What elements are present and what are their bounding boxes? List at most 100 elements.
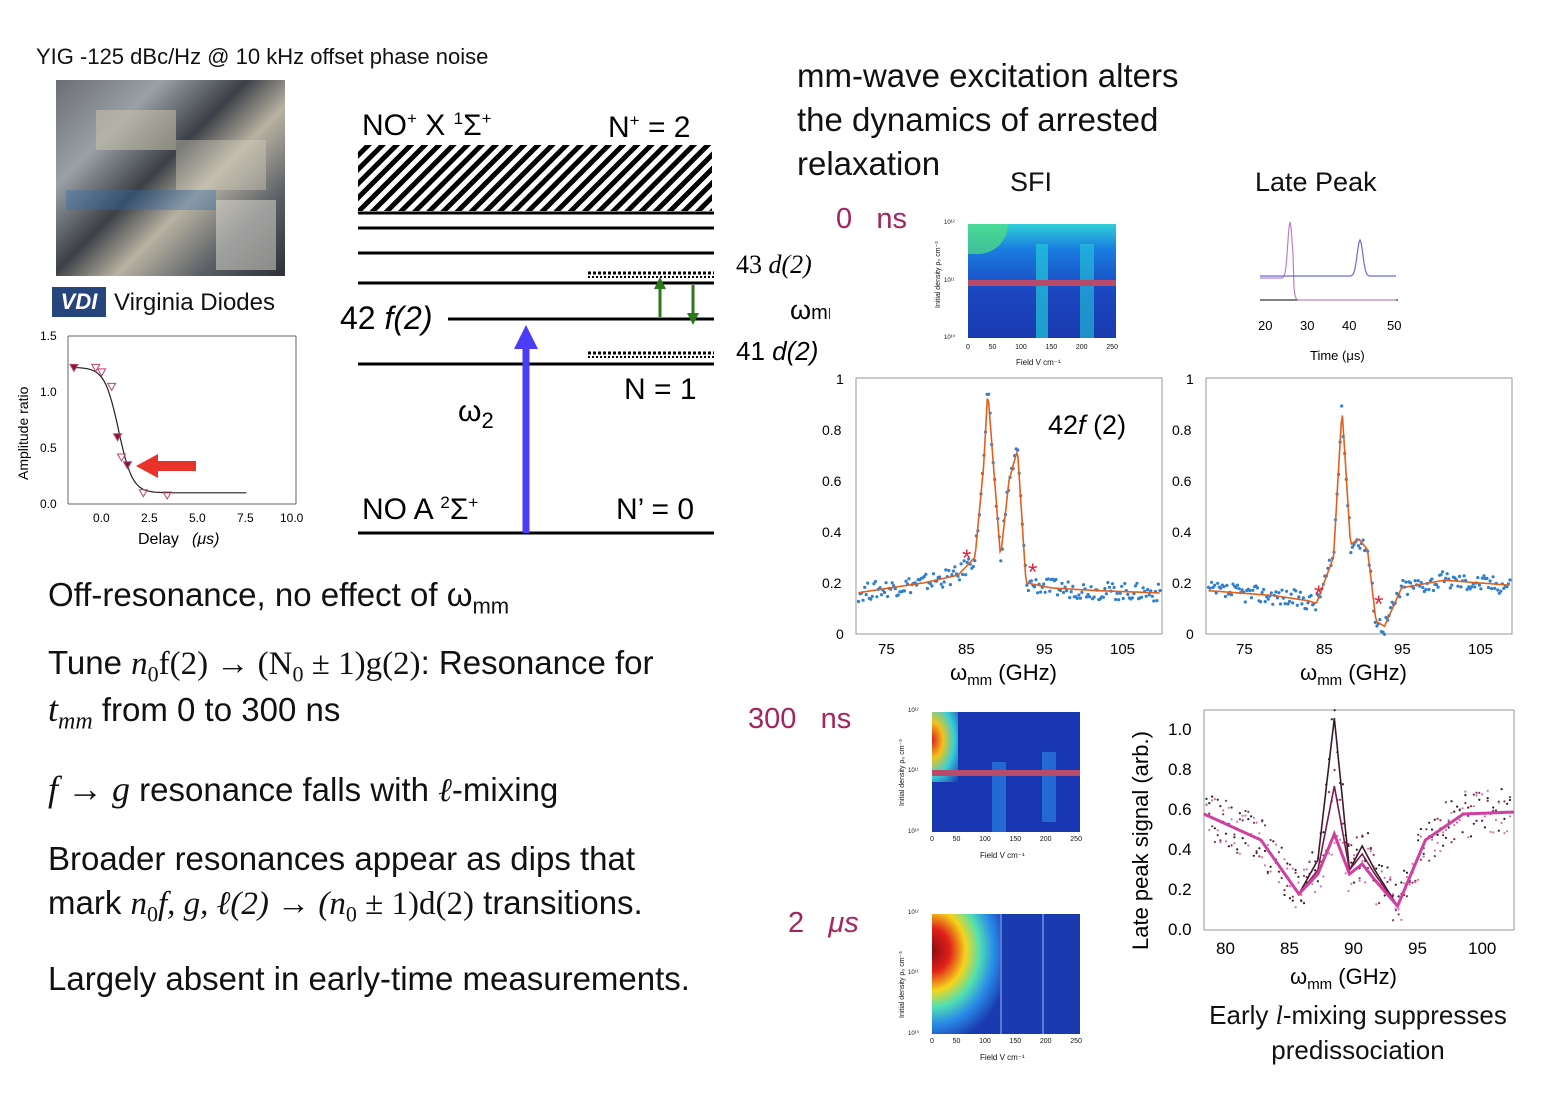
- late-dot: [1436, 817, 1439, 820]
- spectrum-dot: [1450, 583, 1454, 587]
- spec1-state-label: 42f (2): [1048, 410, 1126, 440]
- late-dot: [1419, 835, 1422, 838]
- spectrum-dot: [1306, 601, 1310, 605]
- spectrum-dot: [909, 591, 913, 595]
- omega-mm-label: ωmm: [790, 295, 830, 325]
- late-dot: [1475, 794, 1478, 797]
- spectrum-dot: [1401, 578, 1405, 583]
- late-dot: [1319, 885, 1322, 888]
- spectrum-dot: [861, 598, 865, 602]
- spectrum-dot: [965, 560, 969, 564]
- late-dot: [1294, 871, 1297, 874]
- late-dot: [1394, 909, 1397, 912]
- spec2-ytick: 0.8: [1172, 422, 1192, 438]
- late-dot: [1236, 848, 1239, 851]
- late-dot: [1300, 893, 1303, 897]
- spectrum-dot: [1259, 600, 1263, 604]
- late-dot: [1433, 849, 1436, 852]
- late-dot: [1461, 831, 1464, 834]
- spectrum-dot: [1211, 585, 1215, 590]
- spectrum-fit-line: [858, 398, 1160, 594]
- spec1-xlabel: ωmm (GHz): [950, 660, 1057, 689]
- spectrum-dot: [1327, 558, 1331, 562]
- red-star-icon: *: [1028, 559, 1037, 586]
- late-dot: [1263, 849, 1267, 853]
- hmap-xlabel: Field V cm⁻¹: [980, 851, 1025, 860]
- late-dot: [1403, 882, 1406, 885]
- spec2-xlabel: ωmm (GHz): [1300, 660, 1407, 689]
- late-dot: [1236, 851, 1239, 854]
- spectrum-dot: [1277, 591, 1281, 595]
- late-dot: [1286, 867, 1289, 870]
- spectrum-dot: [1488, 579, 1492, 583]
- late-dot: [1397, 913, 1400, 916]
- spectrum-dot: [1262, 587, 1266, 592]
- late-dot: [1266, 843, 1269, 846]
- spectrum-dot: [1448, 586, 1452, 590]
- spectrum-dot: [1237, 587, 1241, 591]
- instrument-photo: [56, 80, 285, 276]
- spectrum-dot: [957, 578, 962, 582]
- spectrum-dot: [1144, 594, 1148, 598]
- late-dot: [1503, 832, 1506, 835]
- spectrum-dot: [1240, 588, 1244, 592]
- spectrum-dot: [1092, 595, 1096, 599]
- ground-state-label: NO A 2Σ+: [362, 493, 478, 526]
- late-dot: [1233, 833, 1236, 836]
- spectrum-dot: [1062, 590, 1066, 595]
- late-dot: [1238, 852, 1241, 855]
- spectrum-dot: [1088, 595, 1092, 599]
- late-dot: [1252, 854, 1255, 857]
- late-series-line: [1203, 785, 1515, 908]
- late-dot: [1277, 851, 1280, 854]
- late-dot: [1433, 818, 1436, 821]
- late-dot: [1492, 809, 1495, 812]
- spectrum-dot: [863, 585, 867, 589]
- spectrum-dot: [1066, 580, 1070, 584]
- late-dot: [1275, 843, 1278, 846]
- late-dot: [1327, 790, 1331, 794]
- amp-fit-line: [71, 366, 247, 494]
- spectrum-dot: [1298, 590, 1302, 594]
- late-dot: [1494, 818, 1498, 821]
- late-dot: [1472, 793, 1475, 796]
- spectrum-dot: [1112, 585, 1116, 590]
- trace-xtick: 50: [1387, 318, 1401, 333]
- late-dot: [1263, 824, 1267, 827]
- spectrum-dot: [1439, 573, 1443, 577]
- late-dot: [1355, 836, 1358, 839]
- spectrum-dot: [961, 572, 965, 577]
- late-dot: [1205, 797, 1208, 800]
- late-dot: [1230, 844, 1233, 847]
- trace-line-early: [1260, 221, 1396, 301]
- late-dot: [1294, 868, 1297, 872]
- trace-xtick: 20: [1258, 318, 1272, 333]
- spectrum-dot: [953, 565, 957, 569]
- amp-ytick: 1.5: [40, 329, 57, 343]
- late-dot: [1302, 902, 1306, 905]
- late-dot: [1316, 880, 1319, 883]
- vdi-text: Virginia Diodes: [114, 289, 275, 316]
- spectrum-dot: [1077, 593, 1081, 597]
- spectrum-dot: [1152, 599, 1156, 603]
- late-dot: [1258, 832, 1261, 835]
- late-dot: [1372, 853, 1375, 856]
- spectrum-42f: 1 0.8 0.6 0.4 0.2 0 75 85 95 105 ωmm (GH…: [822, 371, 1163, 689]
- spectrum-dot: [1060, 581, 1064, 585]
- hmap-ylabel: Initial density ρ₀ cm⁻³: [899, 951, 906, 1018]
- spectrum-dot: [1505, 585, 1509, 589]
- spectrum-dot: [1081, 583, 1086, 587]
- spectrum-dot: [1457, 574, 1462, 578]
- late-dot: [1364, 881, 1367, 884]
- amp-point: [116, 453, 127, 462]
- vdi-logo: VDI: [52, 287, 106, 317]
- late-ytick: 0.2: [1168, 880, 1192, 899]
- n0-label: N’ = 0: [616, 493, 694, 526]
- spectrum-dot: [930, 584, 934, 588]
- late-dot: [1288, 885, 1292, 888]
- late-dot: [1456, 805, 1459, 808]
- spectrum-dot: [896, 593, 900, 597]
- hmap-xticks: 0 50 100 150 200 250: [930, 836, 1082, 843]
- omega2-arrowhead-icon: [514, 325, 538, 349]
- late-dot: [1308, 860, 1311, 863]
